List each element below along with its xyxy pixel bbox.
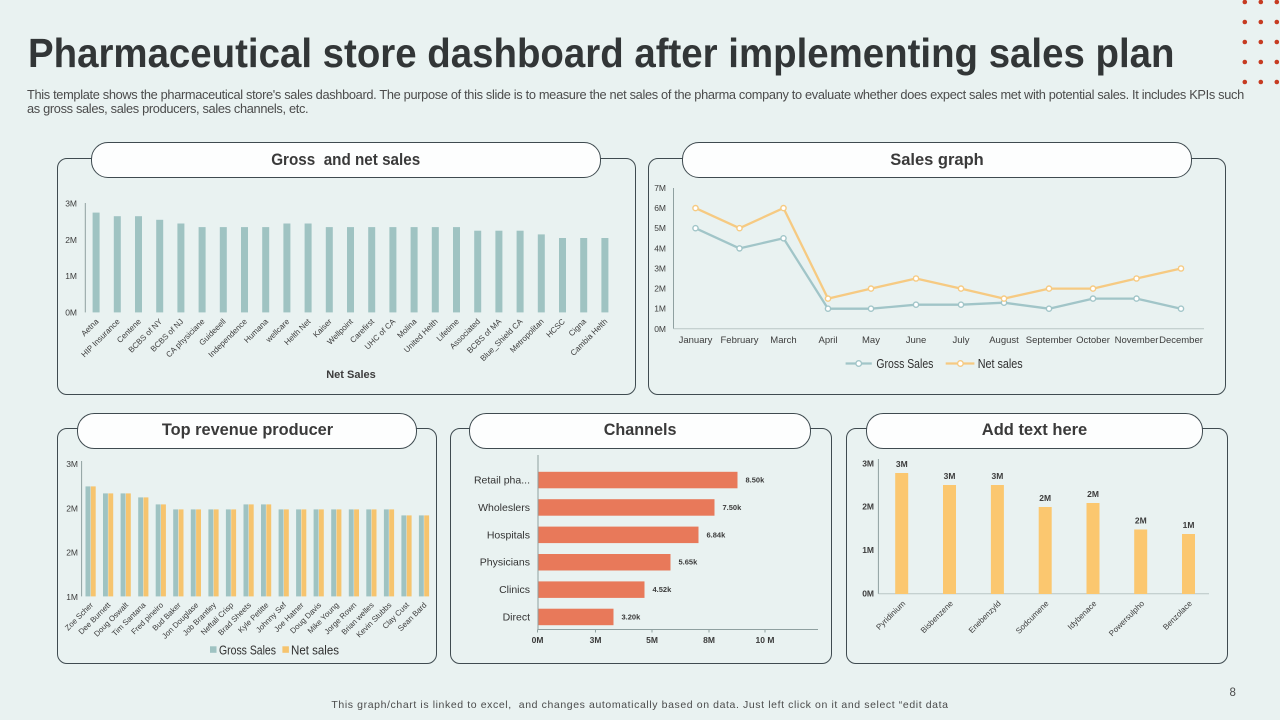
svg-text:2M: 2M (1087, 489, 1099, 499)
svg-text:Direct: Direct (503, 611, 531, 623)
svg-text:Idybenace: Idybenace (1066, 599, 1099, 632)
svg-text:1M: 1M (1183, 520, 1195, 530)
svg-text:3M: 3M (896, 459, 908, 469)
svg-text:2M: 2M (1039, 493, 1051, 503)
svg-text:3M: 3M (590, 635, 602, 645)
svg-text:1M: 1M (862, 545, 874, 555)
svg-text:0M: 0M (532, 635, 544, 645)
svg-text:0M: 0M (654, 324, 666, 334)
svg-text:Enebenzyld: Enebenzyld (967, 599, 1003, 635)
svg-text:Bisbenzene: Bisbenzene (919, 599, 955, 635)
svg-text:June: June (906, 335, 927, 346)
svg-text:2M: 2M (654, 284, 666, 294)
svg-text:4.52k: 4.52k (653, 585, 673, 594)
svg-text:Gross Sales: Gross Sales (219, 643, 276, 657)
svg-text:6M: 6M (654, 203, 666, 213)
svg-text:October: October (1076, 335, 1110, 346)
svg-text:Benzolace: Benzolace (1161, 599, 1194, 632)
svg-text:10 M: 10 M (756, 635, 775, 645)
svg-text:3M: 3M (944, 471, 956, 481)
svg-text:November: November (1115, 335, 1159, 346)
svg-text:Net sales: Net sales (291, 643, 339, 657)
svg-text:Wholeslers: Wholeslers (478, 502, 530, 514)
svg-text:3M: 3M (65, 199, 77, 209)
svg-text:Net sales: Net sales (978, 357, 1023, 371)
svg-text:August: August (989, 335, 1019, 346)
svg-text:7M: 7M (654, 183, 666, 193)
svg-text:1M: 1M (654, 304, 666, 314)
svg-text:4M: 4M (654, 243, 666, 253)
svg-text:2M: 2M (862, 502, 874, 512)
svg-text:3M: 3M (862, 458, 874, 468)
svg-text:Gross Sales: Gross Sales (876, 357, 933, 371)
svg-text:1M: 1M (65, 271, 77, 281)
svg-text:2M: 2M (66, 548, 78, 558)
svg-text:6.84k: 6.84k (707, 530, 727, 539)
svg-text:7.50k: 7.50k (723, 503, 743, 512)
svg-text:3.20k: 3.20k (622, 612, 642, 621)
svg-text:Net Sales: Net Sales (326, 369, 376, 381)
svg-text:May: May (862, 335, 880, 346)
svg-text:December: December (1159, 335, 1203, 346)
svg-text:Pyridinium: Pyridinium (874, 599, 907, 632)
svg-text:Sodcumene: Sodcumene (1014, 599, 1051, 636)
svg-text:8M: 8M (703, 635, 715, 645)
svg-text:3M: 3M (991, 471, 1003, 481)
svg-text:3M: 3M (654, 264, 666, 274)
svg-text:September: September (1026, 335, 1072, 346)
svg-text:February: February (720, 335, 758, 346)
svg-text:Powersulpho: Powersulpho (1107, 599, 1146, 638)
svg-text:2M: 2M (65, 235, 77, 245)
svg-text:April: April (818, 335, 837, 346)
svg-text:Physicians: Physicians (480, 557, 530, 569)
svg-text:2M: 2M (66, 503, 78, 513)
svg-text:Hospitals: Hospitals (487, 529, 530, 541)
svg-text:0M: 0M (862, 588, 874, 598)
svg-text:5M: 5M (646, 635, 658, 645)
svg-text:Clinics: Clinics (499, 584, 530, 596)
svg-text:0M: 0M (65, 307, 77, 317)
svg-text:January: January (679, 335, 713, 346)
svg-text:July: July (953, 335, 970, 346)
svg-text:HCSC: HCSC (545, 317, 568, 340)
svg-text:8.50k: 8.50k (746, 476, 766, 485)
svg-text:2M: 2M (1135, 516, 1147, 526)
svg-text:5M: 5M (654, 223, 666, 233)
svg-text:1M: 1M (66, 592, 78, 602)
svg-text:5.65k: 5.65k (679, 558, 699, 567)
svg-text:March: March (770, 335, 796, 346)
svg-text:Retail pha...: Retail pha... (474, 475, 530, 487)
svg-text:3M: 3M (66, 459, 78, 469)
